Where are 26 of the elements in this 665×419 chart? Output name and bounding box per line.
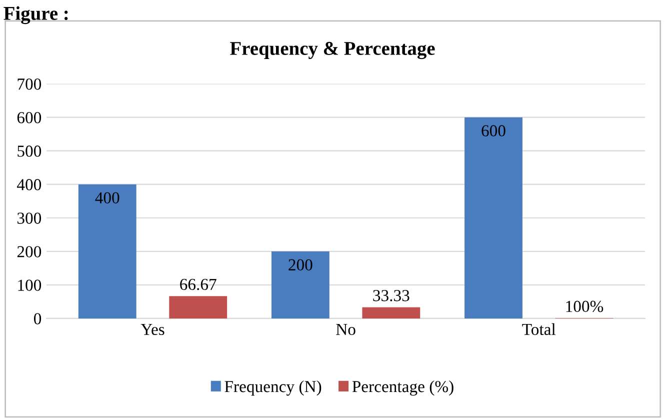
y-tick-label: 500 bbox=[18, 146, 42, 157]
data-label: 33.33 bbox=[373, 290, 410, 302]
y-tick-label: 0 bbox=[34, 313, 42, 324]
data-label: 400 bbox=[95, 192, 120, 204]
bar bbox=[271, 251, 330, 318]
bar bbox=[362, 307, 420, 318]
y-tick-label: 700 bbox=[18, 78, 42, 90]
legend-label: Frequency (N) bbox=[224, 380, 322, 396]
y-tick-label: 300 bbox=[17, 212, 42, 224]
x-tick-label: No bbox=[336, 324, 356, 336]
x-tick-label: Yes bbox=[140, 324, 164, 336]
data-label: 100% bbox=[566, 300, 604, 312]
data-label: 200 bbox=[288, 259, 312, 271]
data-label: 600 bbox=[482, 125, 506, 136]
data-label: 66.67 bbox=[180, 278, 216, 290]
bar bbox=[78, 184, 136, 318]
bar bbox=[464, 117, 522, 318]
legend-label: Percentage (%) bbox=[352, 380, 454, 396]
x-tick-label: Total bbox=[522, 323, 556, 336]
y-tick-label: 200 bbox=[17, 246, 42, 258]
y-tick-label: 400 bbox=[17, 179, 42, 190]
chart-title: Frequency & Percentage bbox=[230, 42, 435, 60]
text: Figure : bbox=[4, 6, 68, 24]
y-tick-label: 600 bbox=[17, 112, 42, 124]
bar bbox=[169, 296, 228, 318]
y-tick-label: 100 bbox=[18, 280, 42, 291]
